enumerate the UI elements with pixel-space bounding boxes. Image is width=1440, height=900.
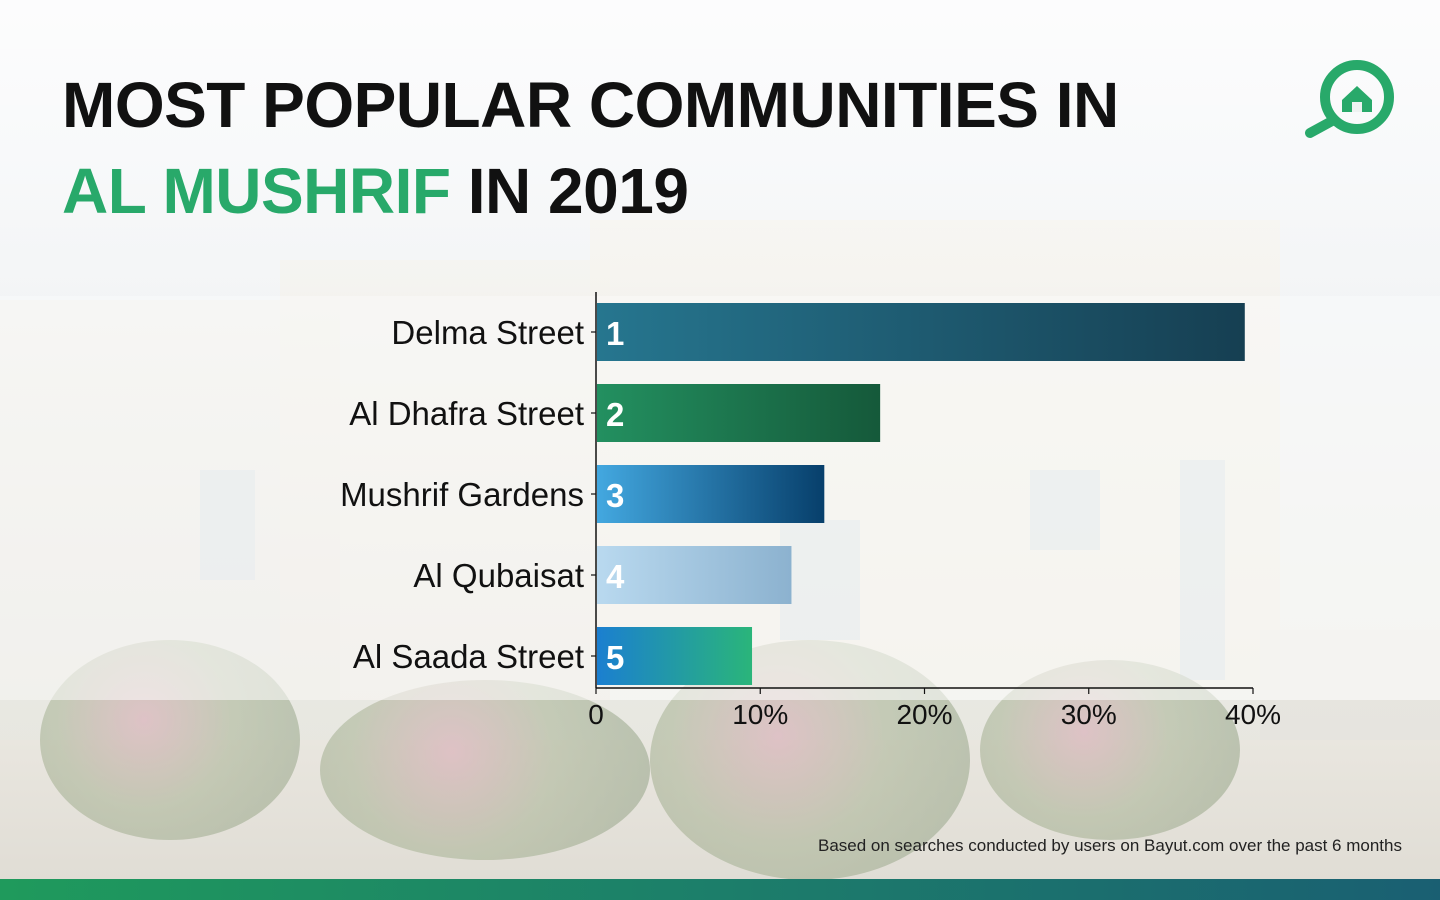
title-line-1: MOST POPULAR COMMUNITIES IN [62, 69, 1119, 141]
bar-5 [597, 627, 753, 685]
bar-chart: 1 Delma Street 2 Al Dhafra Street 3 Mushrif G… [340, 292, 1281, 730]
category-label-4: Al Qubaisat [413, 557, 584, 594]
x-tick-label: 10% [732, 699, 788, 730]
bar-4 [597, 546, 792, 604]
category-label-2: Al Dhafra Street [349, 395, 584, 432]
bayut-logo-icon [1305, 60, 1394, 138]
category-label-1: Delma Street [391, 314, 584, 351]
rank-label-5: 5 [606, 639, 624, 676]
footnote: Based on searches conducted by users on … [817, 836, 1402, 855]
bar-2 [597, 384, 881, 442]
rank-label-3: 3 [606, 477, 624, 514]
x-tick-label: 20% [896, 699, 952, 730]
title-highlight: AL MUSHRIF [62, 155, 451, 227]
rank-label-1: 1 [606, 315, 624, 352]
bar-1 [597, 303, 1245, 361]
x-tick-label: 30% [1061, 699, 1117, 730]
rank-label-2: 2 [606, 396, 624, 433]
page-title: MOST POPULAR COMMUNITIES IN AL MUSHRIF I… [62, 62, 1119, 234]
rank-label-4: 4 [606, 558, 625, 595]
bar-3 [597, 465, 825, 523]
x-tick-label: 0 [588, 699, 604, 730]
category-label-5: Al Saada Street [353, 638, 584, 675]
bottom-bar [0, 879, 1440, 900]
x-tick-label: 40% [1225, 699, 1281, 730]
title-line-2: IN 2019 [450, 155, 689, 227]
category-label-3: Mushrif Gardens [340, 476, 584, 513]
